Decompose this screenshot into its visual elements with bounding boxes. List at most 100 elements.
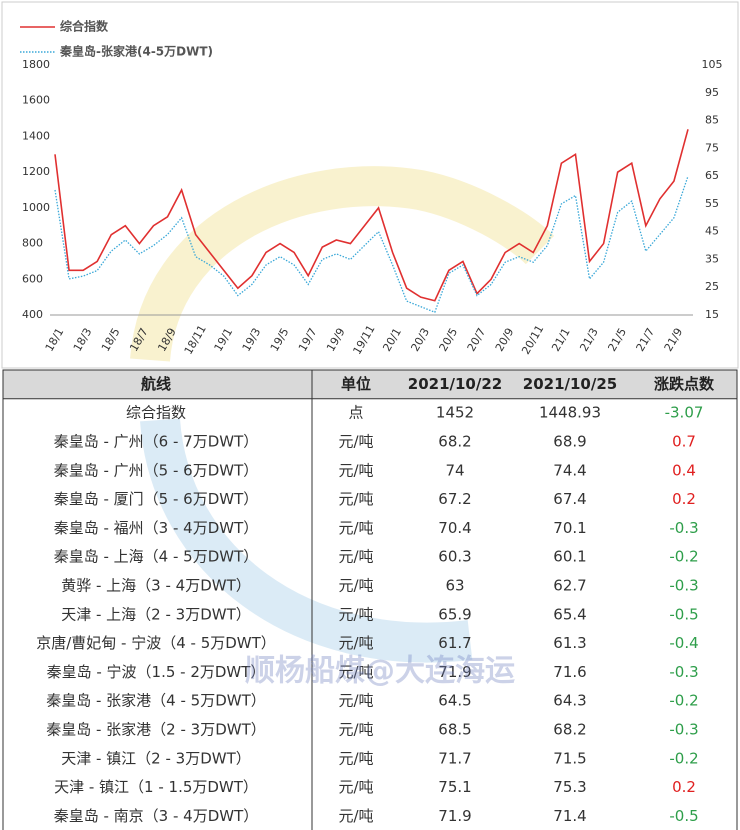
table-cell: 元/吨 <box>338 721 373 739</box>
table-cell: 京唐/曹妃甸 - 宁波（4 - 5万DWT） <box>36 634 276 652</box>
y-tick-label: 1800 <box>22 58 50 71</box>
table-cell: 70.1 <box>553 519 586 537</box>
table-cell: 元/吨 <box>338 490 373 508</box>
table-cell: 71.5 <box>553 749 586 767</box>
y2-tick-label: 65 <box>705 169 719 182</box>
table-cell: 67.4 <box>553 490 586 508</box>
watermark: 顺杨船煤@大连海运 <box>245 654 515 689</box>
table-cell: 秦皇岛 - 张家港（4 - 5万DWT） <box>46 692 266 710</box>
y2-tick-label: 85 <box>705 114 719 127</box>
y-tick-label: 600 <box>22 272 43 285</box>
table-cell: 秦皇岛 - 张家港（2 - 3万DWT） <box>46 721 266 739</box>
table-cell: 秦皇岛 - 上海（4 - 5万DWT） <box>54 548 259 566</box>
table-cell: 元/吨 <box>338 807 373 825</box>
plot-frame <box>1 1 739 369</box>
table-cell: 0.7 <box>672 433 696 451</box>
table-cell: 68.9 <box>553 433 586 451</box>
logo-arc <box>140 418 473 663</box>
table-cell: -0.5 <box>669 807 698 825</box>
table-cell: 秦皇岛 - 南京（3 - 4万DWT） <box>54 807 259 825</box>
table-cell: 65.4 <box>553 605 586 623</box>
y-tick-label: 1400 <box>22 129 50 142</box>
table-cell: 68.5 <box>438 721 471 739</box>
table-cell: 71.6 <box>553 663 586 681</box>
table-cell: 元/吨 <box>338 461 373 479</box>
table-cell: 61.3 <box>553 634 586 652</box>
table-cell: 秦皇岛 - 广州（5 - 6万DWT） <box>54 461 259 479</box>
y-tick-label: 1600 <box>22 94 50 107</box>
table-cell: 综合指数 <box>126 404 186 422</box>
logo-arc <box>130 166 555 363</box>
table-header-cell: 单位 <box>341 375 371 393</box>
table-cell: -0.2 <box>669 749 698 767</box>
table-cell: 64.3 <box>553 692 586 710</box>
y-tick-label: 1200 <box>22 165 50 178</box>
y2-tick-label: 105 <box>702 58 723 71</box>
table-cell: 67.2 <box>438 490 471 508</box>
table-cell: 0.2 <box>672 490 696 508</box>
table-cell: 75.1 <box>438 778 471 796</box>
table-header-cell: 航线 <box>141 375 171 393</box>
y-tick-label: 1000 <box>22 201 50 214</box>
table-cell: 60.1 <box>553 548 586 566</box>
table-cell: 71.4 <box>553 807 586 825</box>
table-cell: 60.3 <box>438 548 471 566</box>
table-cell: 71.9 <box>438 663 471 681</box>
table-header-cell: 2021/10/22 <box>408 375 502 393</box>
table-cell: 元/吨 <box>338 749 373 767</box>
y2-tick-label: 35 <box>705 252 719 265</box>
table-cell: -0.3 <box>669 519 698 537</box>
table-cell: 70.4 <box>438 519 471 537</box>
table-cell: 秦皇岛 - 广州（6 - 7万DWT） <box>54 433 259 451</box>
y2-tick-label: 25 <box>705 280 719 293</box>
table-cell: -0.4 <box>669 634 698 652</box>
table-cell: 64.5 <box>438 692 471 710</box>
table-cell: 元/吨 <box>338 778 373 796</box>
table-cell: 75.3 <box>553 778 586 796</box>
table-cell: -0.2 <box>669 692 698 710</box>
table-cell: 74.4 <box>553 461 586 479</box>
table-cell: 元/吨 <box>338 663 373 681</box>
table-cell: 65.9 <box>438 605 471 623</box>
table-cell: 元/吨 <box>338 634 373 652</box>
table-cell: 天津 - 镇江（1 - 1.5万DWT） <box>54 778 258 796</box>
table-cell: 71.9 <box>438 807 471 825</box>
table-cell: 秦皇岛 - 厦门（5 - 6万DWT） <box>54 490 259 508</box>
table-cell: 点 <box>348 404 363 422</box>
table-cell: 秦皇岛 - 福州（3 - 4万DWT） <box>54 519 259 537</box>
table-cell: 61.7 <box>438 634 471 652</box>
legend-label: 秦皇岛-张家港(4-5万DWT) <box>59 44 213 59</box>
table-cell: 1452 <box>436 404 474 422</box>
legend-label: 综合指数 <box>60 19 109 34</box>
table-header-cell: 涨跌点数 <box>654 375 715 393</box>
table-cell: 黄骅 - 上海（3 - 4万DWT） <box>61 577 251 595</box>
table-cell: 元/吨 <box>338 605 373 623</box>
table-header-bg <box>3 370 737 399</box>
table-cell: -0.2 <box>669 548 698 566</box>
table-cell: 元/吨 <box>338 548 373 566</box>
table-cell: -3.07 <box>665 404 704 422</box>
table-cell: 元/吨 <box>338 577 373 595</box>
table-cell: 天津 - 镇江（2 - 3万DWT） <box>61 749 251 767</box>
y-tick-label: 800 <box>22 237 43 250</box>
table-cell: 天津 - 上海（2 - 3万DWT） <box>61 605 251 623</box>
table-cell: 63 <box>445 577 464 595</box>
y2-tick-label: 45 <box>705 225 719 238</box>
table-cell: 0.4 <box>672 461 696 479</box>
y2-tick-label: 55 <box>705 197 719 210</box>
y2-tick-label: 75 <box>705 141 719 154</box>
table-cell: 74 <box>445 461 464 479</box>
series-line <box>54 129 689 302</box>
table-cell: 元/吨 <box>338 519 373 537</box>
y2-tick-label: 95 <box>705 86 719 99</box>
table-cell: 0.2 <box>672 778 696 796</box>
table-cell: -0.5 <box>669 605 698 623</box>
table-cell: -0.3 <box>669 721 698 739</box>
table-cell: 1448.93 <box>539 404 601 422</box>
table-cell: -0.3 <box>669 577 698 595</box>
table-cell: 68.2 <box>438 433 471 451</box>
table-cell: 元/吨 <box>338 692 373 710</box>
table-cell: -0.3 <box>669 663 698 681</box>
